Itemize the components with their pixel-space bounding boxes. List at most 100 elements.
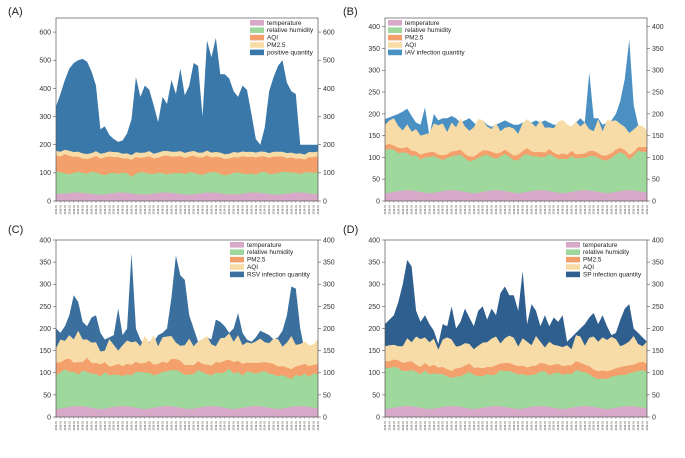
panel4-xtick-label: 2019-01	[419, 420, 423, 430]
panel4-right-ytick-label: 150	[652, 348, 664, 355]
panel2-right-ytick-label: 400	[652, 24, 664, 31]
panel2-xtick-label: 2019-01	[405, 204, 409, 214]
panel3-xtick-label: 2019-01	[67, 420, 71, 430]
panel2-legend-label-relative-humidity: relative humidity	[405, 27, 452, 34]
panel2-ytick-label: 400	[368, 24, 380, 31]
panel1-xtick-label: 2019-01	[116, 204, 120, 214]
panel3-xtick-label: 2019-01	[254, 420, 258, 430]
panel1-right-ytick-label: 300	[323, 114, 335, 121]
panel1-xtick-label: 2019-01	[267, 204, 271, 214]
panel4-ytick-label: 300	[368, 282, 380, 289]
panel1-right-ytick-label: 600	[323, 29, 335, 36]
panel3-xtick-label: 2019-01	[232, 420, 236, 430]
panel1-xtick-label: 2019-01	[187, 204, 191, 214]
panel3-xtick-label: 2019-01	[298, 420, 302, 430]
panel1-xtick-label: 2019-01	[312, 204, 316, 214]
panel4-xtick-label: 2019-01	[401, 420, 405, 430]
panel2-xtick-label: 2019-01	[547, 204, 551, 214]
panel2-area-temperature	[385, 190, 647, 201]
panel2-xtick-label: 2019-01	[636, 204, 640, 214]
panel3-xtick-label: 2019-01	[72, 420, 76, 430]
panel2-xtick-label: 2019-01	[570, 204, 574, 214]
panel4-xtick-label: 2019-01	[454, 420, 458, 430]
panel4-xtick-label: 2019-01	[516, 420, 520, 430]
panel1-xtick-label: 2019-01	[254, 204, 258, 214]
panel2-xtick-label: 2019-01	[583, 204, 587, 214]
panel4-xtick-label: 2019-01	[445, 420, 449, 430]
panel1-xtick-label: 2019-01	[152, 204, 156, 214]
panel2-xtick-label: 2019-01	[507, 204, 511, 214]
panel1-xtick-label: 2019-01	[285, 204, 289, 214]
panel4-xtick-label: 2019-01	[641, 420, 645, 430]
panel2-xtick-label: 2019-01	[574, 204, 578, 214]
panel4-xtick-label: 2019-01	[636, 420, 640, 430]
panel3-xtick-label: 2019-01	[192, 420, 196, 430]
panel3-xtick-label: 2019-01	[294, 420, 298, 430]
panel3: (C) 0 50 100 150 200 250 300 350 400 0 50 100 150 200 2…	[8, 224, 335, 431]
panel1-xtick-label: 2019-01	[263, 204, 267, 214]
panel1-xtick-label: 2019-01	[54, 204, 58, 214]
panel3-right-ytick-label: 0	[323, 414, 327, 421]
panel1-xtick-label: 2019-01	[276, 204, 280, 214]
panel4-xtick-label: 2019-01	[414, 420, 418, 430]
panel4-xtick-label: 2019-01	[574, 420, 578, 430]
panel1-right-ytick-label: 0	[323, 198, 327, 205]
panel4-xtick-label: 2019-01	[458, 420, 462, 430]
panel3-xtick-label: 2019-01	[227, 420, 231, 430]
panel1-ytick-label: 200	[39, 142, 51, 149]
panel1-xtick-label: 2019-01	[223, 204, 227, 214]
panel1-legend-swatch-temperature	[250, 20, 264, 26]
panel3-area-relative-humidity	[56, 368, 318, 417]
panel1-xtick-label: 2019-01	[129, 204, 133, 214]
panel4-area-relative-humidity	[385, 366, 647, 417]
panel3-xtick-label: 2019-01	[241, 420, 245, 430]
panel4-xtick-label: 2019-01	[561, 420, 565, 430]
panel4-ytick-label: 150	[368, 348, 380, 355]
panel1-xtick-label: 2019-01	[81, 204, 85, 214]
panel2-ytick-label: 100	[368, 155, 380, 162]
panel3-xtick-label: 2019-01	[201, 420, 205, 430]
panel2-xtick-label: 2019-01	[578, 204, 582, 214]
panel1-xtick-label: 2019-01	[303, 204, 307, 214]
panel1-ytick-label: 600	[39, 29, 51, 36]
panel3-xtick-label: 2019-01	[152, 420, 156, 430]
panel2-right-ytick-label: 200	[652, 111, 664, 118]
panel2-xtick-label: 2019-01	[427, 204, 431, 214]
panel1-xtick-label: 2019-01	[90, 204, 94, 214]
panel2-axes-frame	[384, 17, 648, 202]
panel4-xtick-label: 2019-01	[490, 420, 494, 430]
panel1-xtick-label: 2019-01	[85, 204, 89, 214]
panel1-legend-label-relative-humidity: relative humidity	[267, 27, 314, 34]
panel4-xtick-label: 2019-01	[507, 420, 511, 430]
panel1-xtick-label: 2019-01	[205, 204, 209, 214]
panel3-xtick-label: 2019-01	[280, 420, 284, 430]
panel2-xtick-label: 2019-01	[396, 204, 400, 214]
panel3-legend-swatch-temperature	[230, 242, 244, 248]
panel4-xtick-label: 2019-01	[543, 420, 547, 430]
panel1-ytick-label: 400	[39, 86, 51, 93]
panel1-xtick-label: 2019-01	[227, 204, 231, 214]
panel3-xtick-label: 2019-01	[312, 420, 316, 430]
panel2-xtick-label: 2019-01	[512, 204, 516, 214]
panel3-xtick-label: 2019-01	[125, 420, 129, 430]
panel3-xtick-label: 2019-01	[76, 420, 80, 430]
panel1-legend-swatch-positive-quantity	[250, 49, 264, 56]
panel4-xtick-label: 2019-01	[525, 420, 529, 430]
panel4-xtick-label: 2019-01	[521, 420, 525, 430]
panel4-xtick-label: 2019-01	[547, 420, 551, 430]
panel2-right-ytick-label: 0	[652, 198, 656, 205]
panel1-xtick-label: 2019-01	[174, 204, 178, 214]
panel4-xtick-label: 2019-01	[396, 420, 400, 430]
panel4-legend-swatch-pm2-5	[566, 256, 580, 263]
panel4-ytick-label: 200	[368, 326, 380, 333]
panel4-xtick-label: 2019-01	[534, 420, 538, 430]
panel3-xtick-label: 2019-01	[316, 420, 320, 430]
panel2-xtick-label: 2019-01	[614, 204, 618, 214]
panel4-ytick-label: 100	[368, 370, 380, 377]
panel4-right-ytick-label: 50	[652, 392, 660, 399]
panel2-xtick-label: 2019-01	[538, 204, 542, 214]
panel1-xtick-label: 2019-01	[103, 204, 107, 214]
panel2-legend-swatch-temperature	[388, 20, 402, 26]
panel1-legend-label-aqi: AQI	[267, 35, 278, 42]
